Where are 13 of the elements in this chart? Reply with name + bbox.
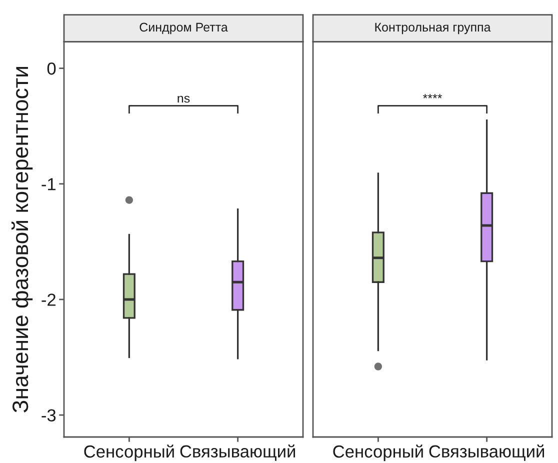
y-tick-label: -3: [42, 409, 56, 422]
annotation: ****: [422, 94, 442, 98]
y-tick-label: 0: [47, 62, 56, 75]
chart-title: Синдром Ретта: [140, 22, 228, 34]
annotation: ns: [178, 96, 190, 103]
x-tick-label: Связывающий: [429, 444, 544, 461]
x-tick-label: Сенсорный: [333, 444, 423, 462]
y-axis-title: Значение фазовой когерентности: [11, 67, 33, 412]
x-tick-label: Связывающий: [180, 444, 296, 461]
y-tick-label: -1: [42, 178, 56, 190]
chart-title: Контрольная группа: [375, 22, 491, 34]
y-tick-label: -2: [42, 294, 56, 306]
x-tick-label: Сенсорный: [84, 444, 174, 462]
